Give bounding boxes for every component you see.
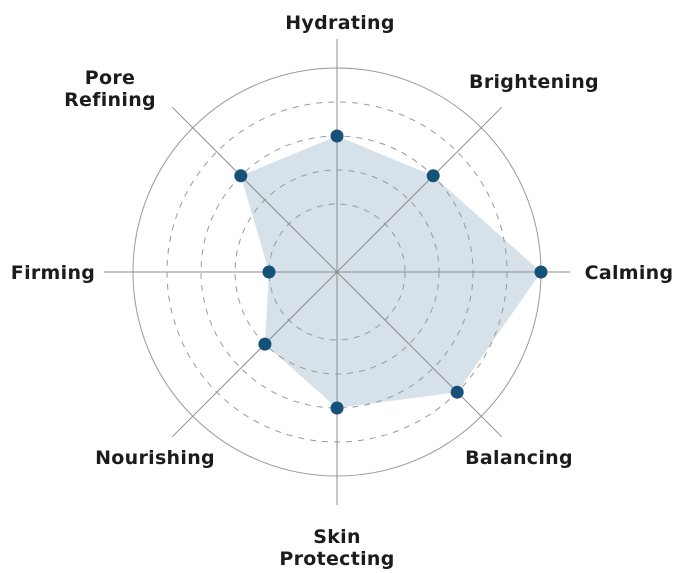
radar-axis-label-line: Nourishing	[95, 447, 215, 469]
radar-axis-label-line: Firming	[11, 262, 95, 284]
radar-axis-label-firming: Firming	[11, 262, 95, 284]
radar-axis-label-line: Calming	[585, 262, 674, 284]
radar-axis-label-line: Pore	[85, 67, 135, 89]
radar-point-calming	[534, 265, 548, 279]
radar-axis-label-line: Brightening	[469, 71, 599, 93]
radar-axis-label-line: Balancing	[465, 447, 573, 469]
radar-axis-label-pore-refining: Pore Refining	[64, 67, 156, 111]
radar-axis-line-pore-refining	[171, 106, 338, 273]
radar-axis-label-brightening: Brightening	[469, 71, 599, 93]
radar-axis-label-skin-protecting: Skin Protecting	[279, 526, 394, 570]
radar-axis-line-nourishing	[171, 271, 338, 438]
radar-axis-line-brightening	[336, 106, 503, 273]
radar-point-pore-refining	[234, 169, 248, 183]
radar-point-skin-protecting	[330, 401, 344, 415]
radar-point-nourishing	[258, 337, 272, 351]
radar-axis-label-balancing: Balancing	[465, 447, 573, 469]
radar-point-firming	[262, 265, 276, 279]
radar-axis-label-nourishing: Nourishing	[95, 447, 215, 469]
radar-axis-label-line: Protecting	[279, 548, 394, 570]
radar-point-balancing	[450, 385, 464, 399]
radar-axis-label-line: Hydrating	[285, 12, 395, 34]
radar-point-hydrating	[330, 129, 344, 143]
radar-point-brightening	[426, 169, 440, 183]
radar-axis-label-line: Refining	[64, 89, 156, 111]
radar-axis-label-line: Skin	[313, 526, 361, 548]
radar-axis-label-calming: Calming	[585, 262, 674, 284]
radar-axis-line-balancing	[336, 271, 503, 438]
radar-axis-label-hydrating: Hydrating	[285, 12, 395, 34]
